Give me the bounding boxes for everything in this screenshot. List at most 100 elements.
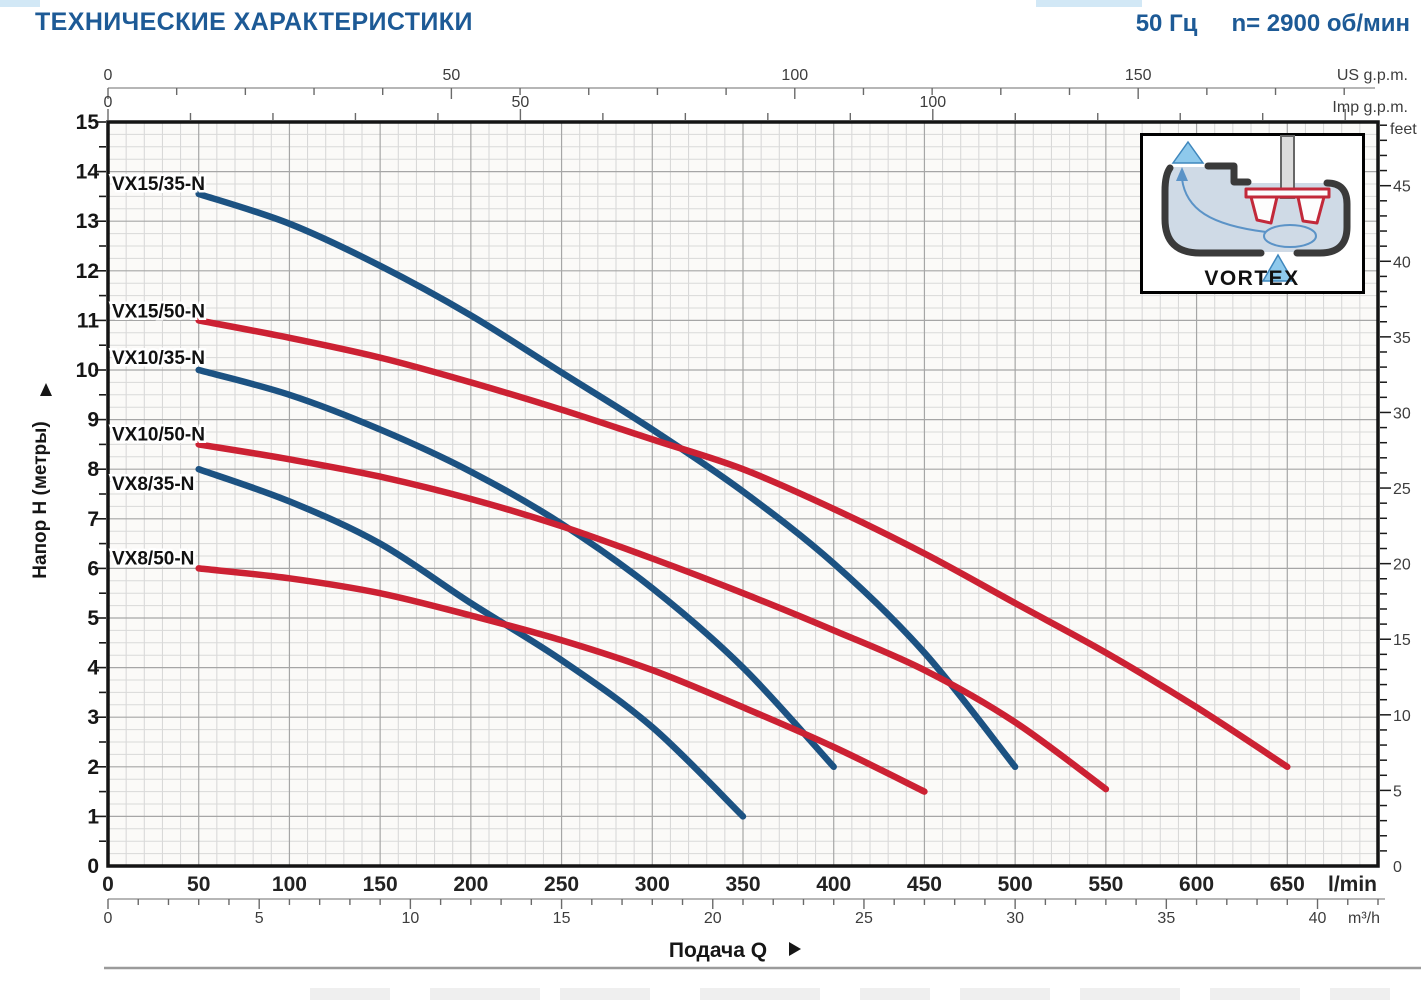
cutoff-block [1080, 988, 1180, 1000]
metre-tick-label: 13 [76, 210, 99, 233]
lmin-tick-label: 550 [1088, 873, 1123, 896]
vortex-swirl [1263, 224, 1317, 248]
lmin-tick-label: 200 [453, 873, 488, 896]
impeller-hub [1244, 187, 1331, 199]
metre-tick-label: 8 [87, 458, 99, 481]
metre-tick-label: 5 [87, 607, 99, 630]
impgpm-unit-label: Imp g.p.m. [1332, 99, 1408, 116]
m3h-unit-label: m³/h [1348, 910, 1380, 927]
feet-tick-label: 25 [1393, 481, 1411, 498]
usgpm-tick-label: 150 [1125, 67, 1152, 84]
lmin-tick-label: 0 [102, 873, 114, 896]
curve-label-vx10-35-n: VX10/35-N [112, 348, 205, 369]
curve-label-vx15-35-n: VX15/35-N [112, 174, 205, 195]
metre-tick-label: 2 [87, 756, 99, 779]
cutoff-block [310, 988, 390, 1000]
m3h-tick-label: 20 [704, 910, 722, 927]
x-axis-title-group: Подача Q [104, 939, 1421, 970]
lmin-tick-label: 50 [187, 873, 210, 896]
feet-unit-label: feet [1390, 121, 1417, 138]
feet-tick-label: 5 [1393, 783, 1402, 800]
curve-label-vx8-35-n: VX8/35-N [112, 474, 194, 495]
m3h-tick-label: 30 [1006, 910, 1024, 927]
flow-line [1181, 178, 1267, 233]
m3h-tick-label: 0 [104, 910, 113, 927]
curve-vx15-35-n [195, 190, 1019, 771]
impgpm-tick-label: 100 [919, 94, 946, 111]
metre-tick-label: 7 [87, 508, 99, 531]
feet-tick-label: 20 [1393, 557, 1411, 574]
cutoff-content [310, 988, 1390, 1000]
impeller-blade-left [1249, 195, 1279, 225]
y-axis-arrow-up-icon [40, 383, 52, 396]
vortex-inset: VORTEX [1140, 133, 1365, 294]
top-right-artifact [1036, 0, 1142, 7]
m3h-tick-label: 40 [1309, 910, 1327, 927]
pump-curves: VX15/35-N VX15/50-N VX10/35-N VX10/50-N VX8/… [110, 171, 1291, 820]
cutoff-block [430, 988, 540, 1000]
usgpm-unit-label: US g.p.m. [1337, 67, 1408, 84]
cutoff-block [560, 988, 650, 1000]
feet-tick-label: 15 [1393, 632, 1411, 649]
impgpm-tick-label: 0 [104, 94, 113, 111]
lmin-tick-label: 450 [907, 873, 942, 896]
lmin-tick-label: 500 [998, 873, 1033, 896]
usgpm-tick-label: 50 [442, 67, 460, 84]
lmin-tick-label: 600 [1179, 873, 1214, 896]
impeller-blade-right [1296, 195, 1326, 225]
curve-vx10-35-n [195, 366, 837, 771]
metre-tick-label: 10 [76, 359, 99, 382]
inlet-arrow-up-icon [1261, 253, 1295, 282]
m3h-tick-label: 25 [855, 910, 873, 927]
curve-label-vx15-50-n: VX15/50-N [112, 301, 205, 322]
metre-tick-label: 9 [87, 409, 99, 432]
header-specs: 50 Гц n= 2900 об/мин [1136, 10, 1410, 38]
feet-tick-label: 45 [1393, 179, 1411, 196]
y-axis-title: Напор H (метры) [30, 421, 51, 578]
metre-tick-label: 4 [87, 657, 99, 680]
cutoff-block [960, 988, 1050, 1000]
metre-tick-label: 14 [76, 161, 100, 184]
metre-tick-label: 15 [76, 111, 100, 134]
curve-label-vx10-50-n: VX10/50-N [112, 424, 205, 445]
frequency-label: 50 Гц [1135, 10, 1198, 37]
usgpm-tick-label: 100 [781, 67, 808, 84]
x-axis-title: Подача Q [669, 939, 767, 962]
feet-tick-label: 30 [1393, 405, 1411, 422]
y-axis-right: 0 5 10 15 20 25 30 35 40 45 feet [1380, 121, 1417, 876]
speed-label: n= 2900 об/мин [1231, 10, 1410, 37]
cutoff-block [700, 988, 820, 1000]
impgpm-tick-label: 50 [511, 94, 529, 111]
lmin-tick-label: 300 [635, 873, 670, 896]
vortex-label: VORTEX [1204, 267, 1299, 290]
curve-vx8-50-n [195, 565, 928, 795]
lmin-tick-label: 150 [363, 873, 398, 896]
metre-tick-label: 1 [87, 805, 99, 828]
m3h-tick-label: 10 [401, 910, 419, 927]
x-axis-lmin: 0 50 100 150 200 250 300 350 400 450 500 550 600 650 l… [102, 873, 1377, 896]
cutoff-block [1210, 988, 1300, 1000]
curve-label-vx8-50-n: VX8/50-N [112, 548, 194, 569]
metre-tick-label: 12 [76, 260, 99, 283]
feet-tick-label: 35 [1393, 330, 1411, 347]
metre-tick-label: 6 [87, 557, 99, 580]
page-title: ТЕХНИЧЕСКИЕ ХАРАКТЕРИСТИКИ [35, 8, 473, 36]
pump-casing-right [1293, 179, 1351, 257]
metre-tick-label: 0 [87, 855, 99, 878]
flow-arrowhead-icon [1176, 167, 1188, 181]
curve-vx10-50-n [195, 441, 1110, 793]
curve-vx15-50-n [195, 317, 1291, 771]
top-left-artifact [0, 0, 40, 7]
lmin-tick-label: 400 [816, 873, 851, 896]
cutoff-block [1330, 988, 1390, 1000]
lmin-tick-label: 100 [272, 873, 307, 896]
pump-casing-top [1204, 162, 1252, 186]
m3h-tick-label: 15 [553, 910, 571, 927]
feet-tick-label: 10 [1393, 708, 1411, 725]
lmin-tick-label: 250 [544, 873, 579, 896]
x-axis-impgpm: 0 50 100 Imp g.p.m. [104, 94, 1408, 120]
feet-tick-label: 40 [1393, 254, 1411, 271]
